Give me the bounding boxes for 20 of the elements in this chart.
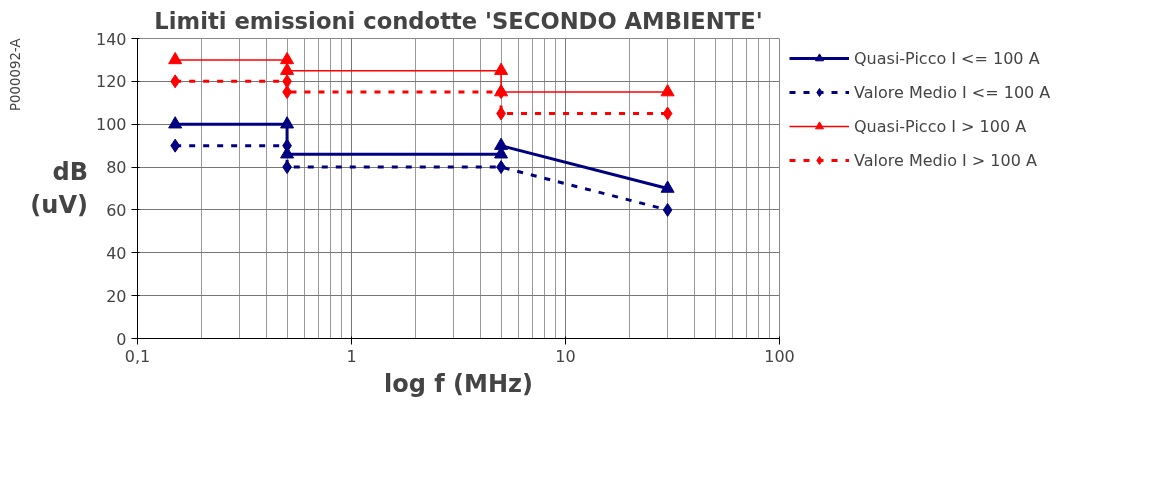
x-axis-title: log f (MHz) (384, 369, 533, 398)
y-tick-label: 120 (95, 72, 127, 92)
x-tick-label: 1 (346, 346, 357, 366)
legend-label: Quasi-Picco I > 100 A (854, 116, 1027, 136)
y-tick-label: 20 (106, 286, 127, 306)
legend-label: Valore Medio I <= 100 A (854, 82, 1051, 102)
y-tick-label: 60 (106, 200, 127, 220)
y-tick-label: 100 (95, 115, 127, 135)
legend-label: Quasi-Picco I <= 100 A (854, 48, 1040, 68)
text: P000092-A (7, 38, 23, 112)
x-tick-label: 0,1 (124, 346, 151, 366)
y-tick-label: 140 (95, 29, 127, 49)
y-tick-label: 80 (106, 158, 127, 178)
y-tick-label: 40 (106, 243, 127, 263)
y-axis-title: dB (uV) (30, 157, 88, 220)
chart-title: Limiti emissioni condotte 'SECONDO AMBIENTE' (154, 7, 763, 34)
x-tick-label: 100 (764, 346, 795, 366)
legend-label: Valore Medio I > 100 A (854, 150, 1037, 170)
y-tick-label: 0 (116, 329, 127, 349)
x-tick-label: 10 (555, 346, 576, 366)
